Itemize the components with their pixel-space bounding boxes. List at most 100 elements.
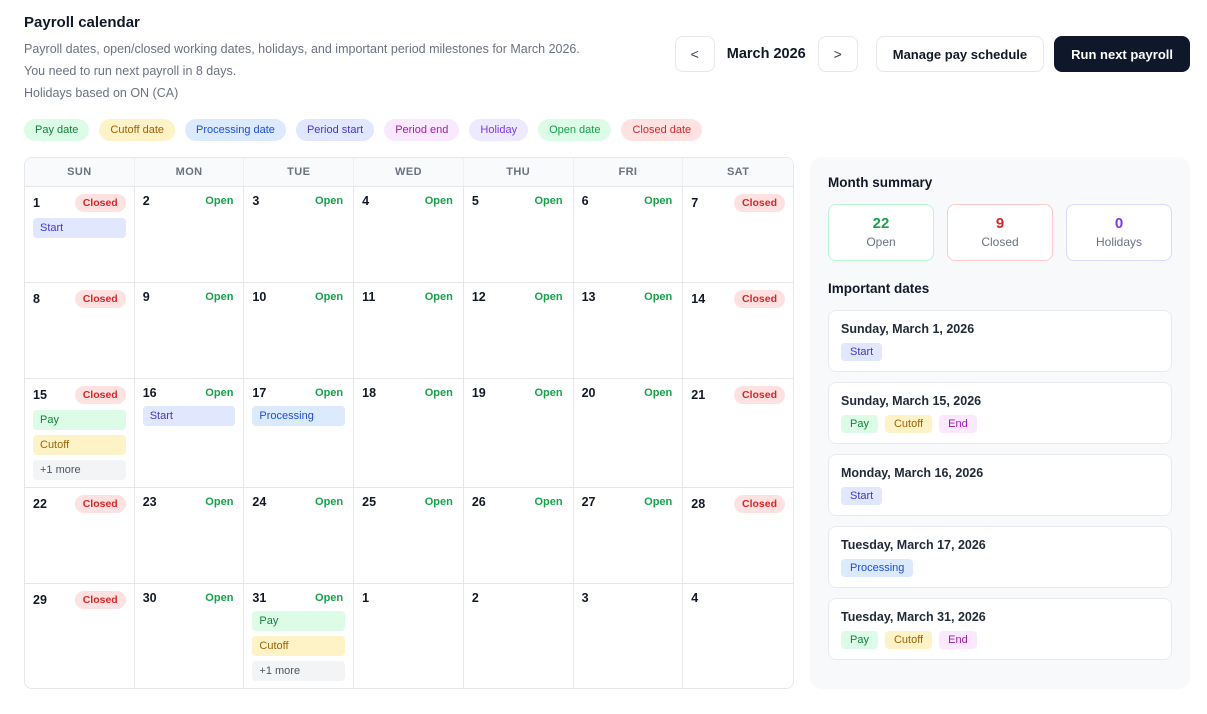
calendar-day-cell[interactable]: 1 — [354, 583, 464, 688]
day-cell-header: 11 Open — [362, 290, 455, 304]
calendar-day-cell[interactable]: 28 Closed — [683, 487, 793, 584]
calendar-day-cell[interactable]: 24 Open — [244, 487, 355, 584]
calendar-day-cell[interactable]: 4 — [683, 583, 793, 688]
calendar-day-cell[interactable]: 26 Open — [463, 487, 574, 584]
next-month-button[interactable]: > — [817, 36, 858, 72]
day-status-open: Open — [534, 386, 563, 399]
summary-card-open: 22 Open — [828, 203, 934, 261]
calendar-day-cell[interactable]: 2 — [463, 583, 574, 688]
weekday-label: THU — [464, 157, 574, 186]
important-date-label: Monday, March 16, 2026 — [841, 465, 984, 480]
weekday-label: WED — [354, 157, 464, 186]
day-status-open: Open — [644, 290, 673, 303]
day-status-open: Open — [424, 495, 453, 508]
calendar-day-cell[interactable]: 1 Closed Start — [25, 186, 135, 283]
manage-pay-schedule-button[interactable]: Manage pay schedule — [875, 36, 1045, 72]
legend: Pay date Cutoff date Processing date Period… — [24, 118, 1190, 141]
calendar-day-cell[interactable]: 27 Open — [573, 487, 684, 584]
calendar-day-cell[interactable]: 22 Closed — [25, 487, 135, 584]
important-date-card[interactable]: Sunday, March 15, 2026 Pay Cutoff End — [828, 381, 1172, 444]
calendar-day-cell[interactable]: 3 — [573, 583, 684, 688]
day-cell-header: 27 Open — [582, 495, 675, 509]
calendar-day-cell[interactable]: 15 Closed Pay Cutoff +1 more — [25, 378, 135, 488]
more-badges-button[interactable]: +1 more — [252, 660, 346, 681]
calendar-day-cell[interactable]: 17 Open Processing — [244, 378, 355, 488]
calendar-day-cell[interactable]: 13 Open — [573, 282, 684, 379]
calendar-day-cell[interactable]: 21 Closed — [683, 378, 793, 488]
day-status-closed: Closed — [74, 590, 126, 609]
day-cell-header: 29 Closed — [33, 590, 126, 609]
calendar-day-cell[interactable]: 14 Closed — [683, 282, 793, 379]
day-status-open: Open — [644, 386, 673, 399]
calendar-day-cell[interactable]: 7 Closed — [683, 186, 793, 283]
calendar-day-cell[interactable]: 20 Open — [573, 378, 684, 488]
calendar-day-cell[interactable]: 25 Open — [354, 487, 464, 584]
day-number: 1 — [33, 195, 40, 210]
day-number: 1 — [362, 590, 370, 605]
day-cell-header: 10 Open — [252, 290, 345, 304]
calendar-day-cell[interactable]: 23 Open — [134, 487, 245, 584]
important-date-badges: Start — [841, 342, 1159, 361]
important-date-card[interactable]: Monday, March 16, 2026 Start — [828, 453, 1172, 516]
calendar-day-cell[interactable]: 10 Open — [244, 282, 355, 379]
important-date-card[interactable]: Tuesday, March 31, 2026 Pay Cutoff End — [828, 597, 1172, 660]
calendar-day-cell[interactable]: 5 Open — [463, 186, 574, 283]
calendar-day-cell[interactable]: 16 Open Start — [134, 378, 245, 488]
calendar-day-cell[interactable]: 6 Open — [573, 186, 684, 283]
legend-chip-cutoff: Cutoff date — [99, 118, 176, 141]
calendar-day-cell[interactable]: 18 Open — [354, 378, 464, 488]
day-number: 4 — [362, 193, 370, 208]
legend-chip-end: Period end — [384, 118, 460, 141]
calendar-day-cell[interactable]: 30 Open — [134, 583, 245, 688]
calendar-day-cell[interactable]: 2 Open — [134, 186, 245, 283]
day-cell-header: 19 Open — [472, 386, 565, 400]
calendar-day-cell[interactable]: 19 Open — [463, 378, 574, 488]
day-number: 5 — [471, 193, 479, 208]
date-badge-start: Start — [841, 342, 883, 361]
summary-label-open: Open — [866, 234, 896, 249]
day-status-closed: Closed — [74, 193, 126, 212]
important-date-badges: Pay Cutoff End — [841, 414, 1159, 433]
day-status-closed: Closed — [733, 385, 785, 404]
day-status-open: Open — [315, 194, 344, 207]
calendar-day-cell[interactable]: 8 Closed — [25, 282, 135, 379]
day-cell-header: 6 Open — [582, 194, 675, 208]
calendar-day-cell[interactable]: 12 Open — [463, 282, 574, 379]
day-status-open: Open — [424, 290, 453, 303]
date-badge-start: Start — [841, 486, 883, 505]
calendar-day-cell[interactable]: 3 Open — [244, 186, 355, 283]
calendar-day-cell[interactable]: 4 Open — [354, 186, 464, 283]
day-status-open: Open — [205, 591, 234, 604]
day-number: 27 — [581, 494, 596, 509]
calendar-day-cell[interactable]: 29 Closed — [25, 583, 135, 688]
day-badge-start: Start — [33, 217, 126, 238]
more-badges-button[interactable]: +1 more — [33, 459, 126, 480]
day-number: 21 — [691, 387, 706, 402]
important-date-card[interactable]: Sunday, March 1, 2026 Start — [828, 309, 1172, 372]
calendar-day-cell[interactable]: 31 Open Pay Cutoff +1 more — [244, 583, 355, 688]
legend-chip-open: Open date — [538, 118, 612, 141]
day-status-closed: Closed — [733, 494, 785, 513]
summary-label-closed: Closed — [981, 234, 1019, 249]
important-date-card[interactable]: Tuesday, March 17, 2026 Processing — [828, 525, 1172, 588]
prev-month-button[interactable]: < — [674, 36, 715, 72]
calendar-day-cell[interactable]: 11 Open — [354, 282, 464, 379]
important-dates-list: Sunday, March 1, 2026 Start Sunday, March … — [828, 309, 1172, 660]
day-number: 19 — [471, 385, 486, 400]
legend-chip-pay: Pay date — [24, 118, 90, 141]
calendar-day-cell[interactable]: 9 Open — [134, 282, 245, 379]
day-badge-cutoff: Cutoff — [252, 635, 346, 656]
day-number: 15 — [33, 387, 47, 402]
day-status-open: Open — [644, 495, 673, 508]
important-date-badges: Processing — [841, 558, 1159, 577]
day-number: 6 — [581, 193, 589, 208]
day-number: 24 — [252, 494, 267, 509]
day-number: 3 — [252, 193, 260, 208]
day-status-closed: Closed — [733, 289, 785, 308]
side-panel: Month summary 22 Open 9 Closed 0 Holidays Imp… — [810, 156, 1190, 689]
header-controls: < March 2026 > Manage pay schedule Run n… — [674, 36, 1190, 72]
day-cell-header: 2 — [472, 591, 565, 605]
run-next-payroll-button[interactable]: Run next payroll — [1054, 36, 1190, 72]
day-status-open: Open — [424, 194, 453, 207]
day-cell-header: 7 Closed — [691, 193, 785, 212]
